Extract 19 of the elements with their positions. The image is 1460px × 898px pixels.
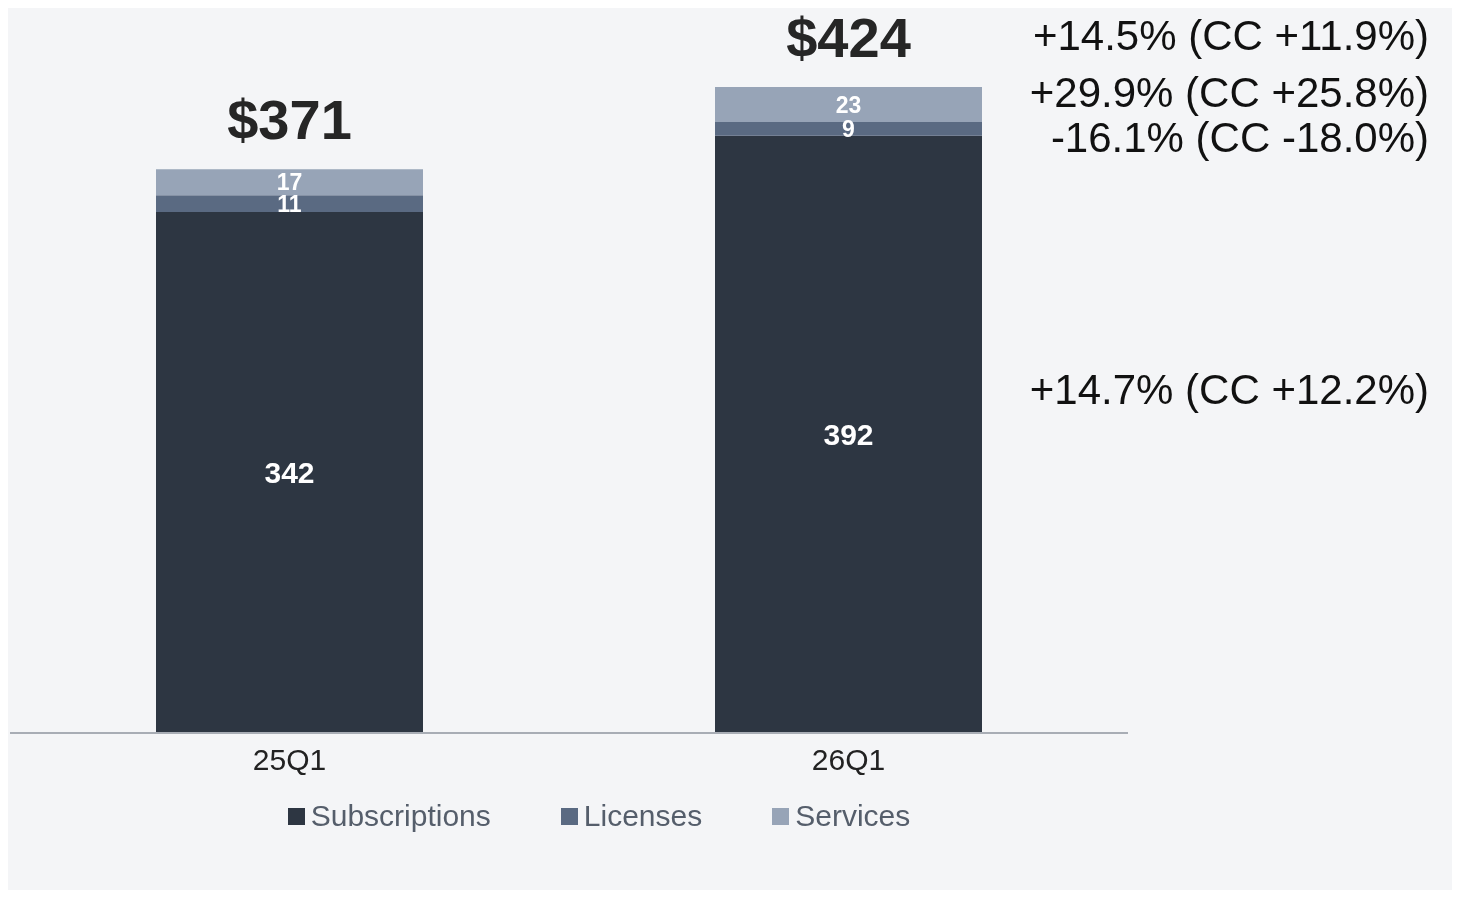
annotation: +14.7% (CC +12.2%) [1029,366,1429,413]
legend-label: Subscriptions [309,799,491,833]
legend-label: Services [794,799,911,833]
total-label: $371 [227,88,352,152]
data-label: 23 [835,91,862,118]
x-tick-label: 26Q1 [811,743,886,777]
bar [715,122,982,136]
bar [156,195,423,212]
annotation: +29.9% (CC +25.8%) [1029,69,1429,116]
legend-label: Licenses [582,799,703,833]
bar [156,169,423,196]
data-label: 9 [842,116,855,143]
total-label: $424 [786,6,911,69]
data-label: 392 [823,418,874,452]
x-tick-label: 25Q1 [252,743,327,777]
text: +14.5% (CC +11.9%) [1032,12,1429,59]
data-label: 342 [264,456,315,490]
bar [715,135,982,733]
bar [156,211,423,733]
